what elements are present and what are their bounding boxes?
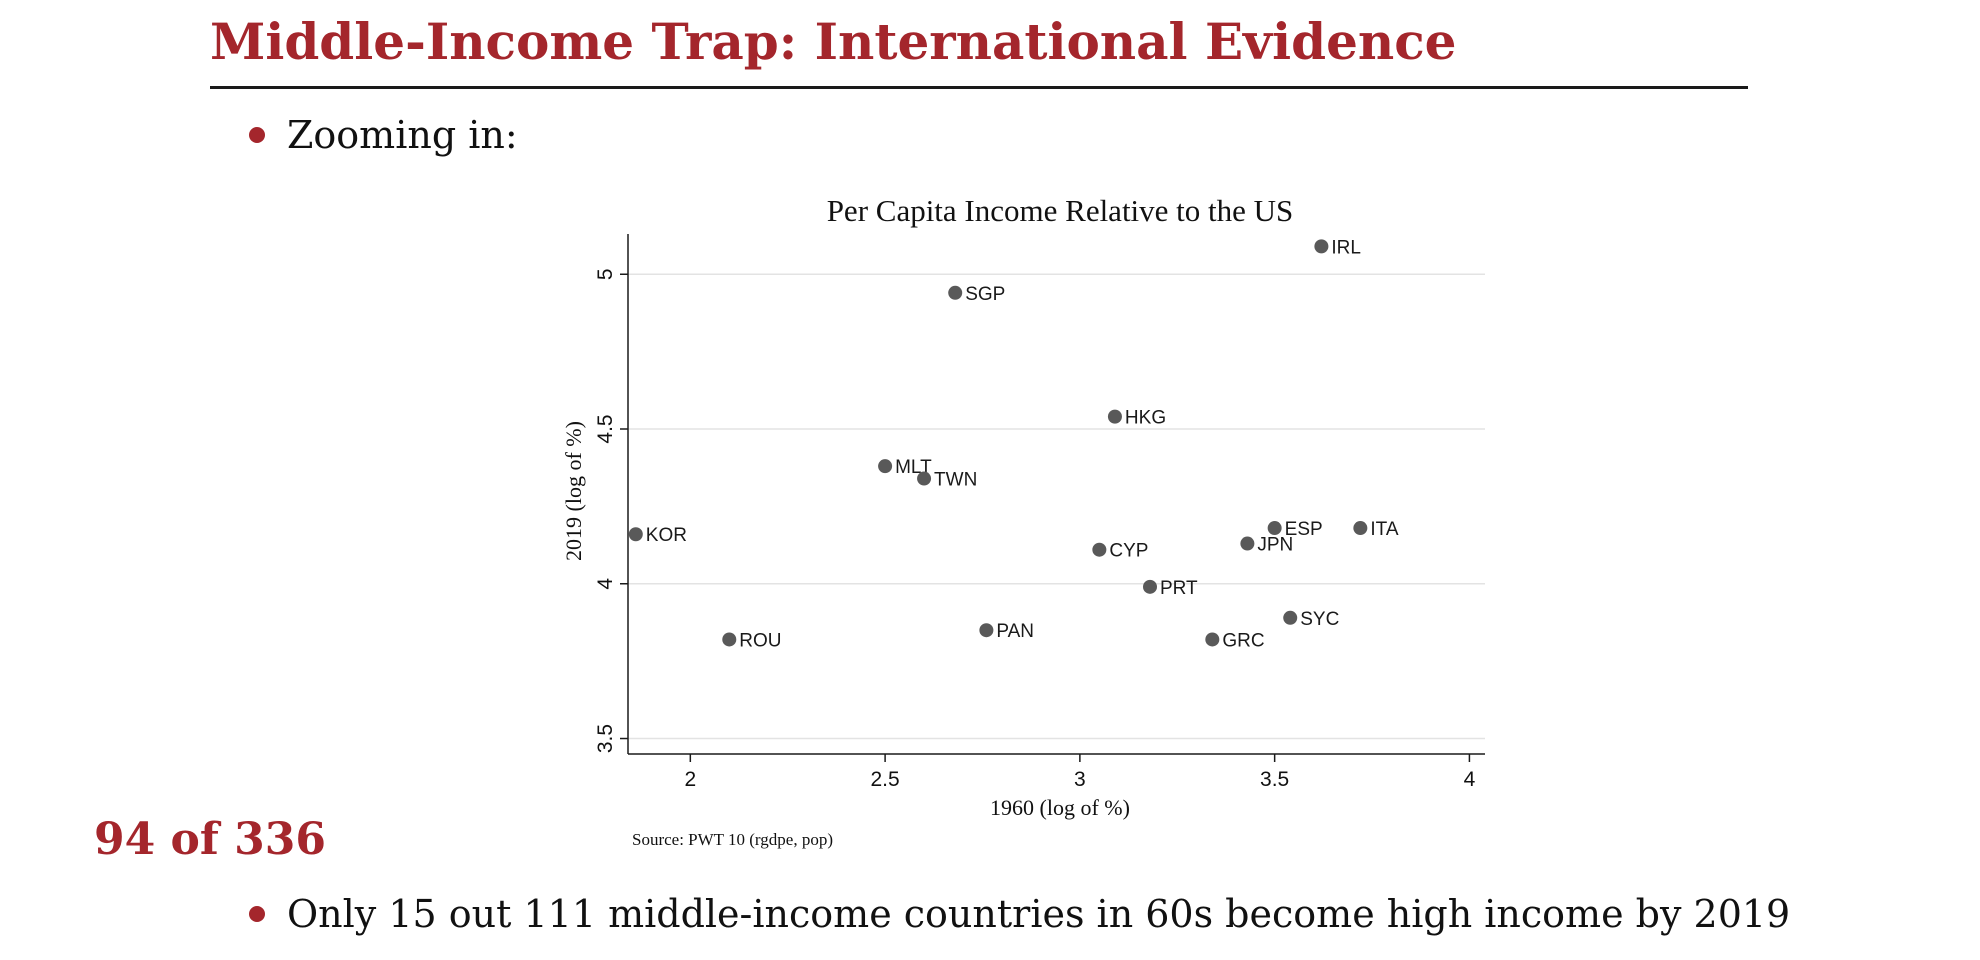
grid-lines	[628, 273, 1485, 740]
bullet-text: Only 15 out 111 middle-income countries …	[287, 892, 1791, 936]
point-label-pan: PAN	[996, 621, 1034, 642]
y-tick-label: 3.5	[594, 724, 617, 753]
point-label-rou: ROU	[739, 630, 781, 651]
axis-ticks: 3.5 4 4.5 5 2 2.5 3 3.5 4	[594, 268, 1476, 791]
point-prt	[1142, 579, 1157, 594]
point-label-cyp: CYP	[1109, 541, 1148, 562]
point-label-irl: IRL	[1331, 237, 1361, 258]
y-axis-title: 2019 (log of %)	[561, 421, 586, 561]
x-tick-label: 4	[1464, 768, 1476, 791]
point-label-twn: TWN	[934, 470, 977, 491]
x-axis-title: 1960 (log of %)	[990, 795, 1130, 820]
bullet-zooming-in: Zooming in:	[249, 113, 518, 157]
page-counter: 94 of 336	[94, 814, 326, 865]
bullet-text: Zooming in:	[287, 113, 518, 157]
point-label-grc: GRC	[1222, 630, 1264, 651]
point-hkg	[1107, 409, 1122, 424]
point-ita	[1353, 521, 1368, 536]
bullet-dot-icon	[249, 906, 265, 922]
x-tick-label: 3.5	[1260, 768, 1289, 791]
point-label-jpn: JPN	[1257, 535, 1293, 556]
x-tick-label: 2.5	[870, 768, 899, 791]
point-irl	[1314, 239, 1329, 254]
y-tick-label: 5	[594, 268, 617, 280]
point-label-sgp: SGP	[965, 284, 1005, 305]
bullet-summary: Only 15 out 111 middle-income countries …	[249, 892, 1791, 936]
point-jpn	[1240, 536, 1255, 551]
x-tick-label: 2	[684, 768, 696, 791]
point-twn	[917, 471, 932, 486]
slide-title: Middle-Income Trap: International Eviden…	[210, 12, 1457, 71]
point-cyp	[1092, 542, 1107, 557]
y-tick-label: 4	[594, 578, 617, 590]
point-pan	[979, 623, 994, 638]
point-sgp	[948, 285, 963, 300]
point-label-hkg: HKG	[1125, 408, 1166, 429]
bullet-dot-icon	[249, 127, 265, 143]
point-label-syc: SYC	[1300, 609, 1339, 630]
point-kor	[628, 527, 643, 542]
y-tick-label: 4.5	[594, 414, 617, 443]
point-label-prt: PRT	[1160, 578, 1198, 599]
point-label-esp: ESP	[1285, 519, 1323, 540]
point-mlt	[878, 459, 893, 474]
point-rou	[722, 632, 737, 647]
point-label-kor: KOR	[646, 525, 687, 546]
x-tick-label: 3	[1074, 768, 1086, 791]
chart-title: Per Capita Income Relative to the US	[827, 193, 1294, 228]
point-syc	[1283, 610, 1298, 625]
point-esp	[1267, 521, 1282, 536]
title-rule	[210, 86, 1748, 89]
point-grc	[1205, 632, 1220, 647]
source-note: Source: PWT 10 (rgdpe, pop)	[632, 830, 833, 849]
point-label-ita: ITA	[1370, 519, 1398, 540]
